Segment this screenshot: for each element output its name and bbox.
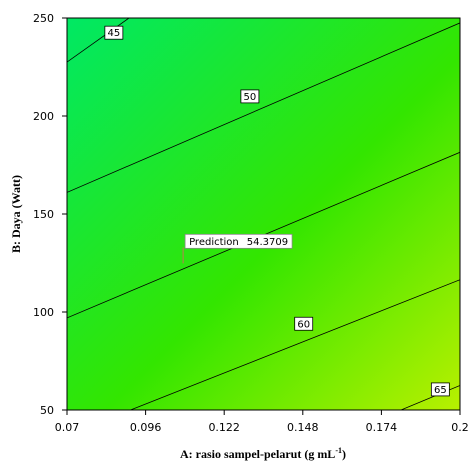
- contour-line-60: [130, 279, 460, 410]
- contour-label-box: [240, 89, 260, 104]
- x-axis-ticks: 0.07 0.096 0.122 0.148 0.174 0.2: [55, 410, 469, 434]
- x-tick-label: 0.122: [208, 421, 240, 434]
- contour-labels: 45 50 60 65: [104, 25, 450, 397]
- x-axis-title: A: rasio sampel-pelarut (g mL-1): [180, 446, 346, 461]
- contour-label-box: [430, 382, 450, 397]
- x-tick-label: 0.148: [287, 421, 319, 434]
- y-tick-label: 250: [33, 12, 54, 25]
- y-tick-label: 50: [40, 404, 54, 417]
- contour-label-65: 65: [434, 385, 447, 396]
- contour-label-50: 50: [244, 92, 257, 103]
- y-axis-title: B: Daya (Watt): [9, 175, 23, 253]
- y-tick-label: 100: [33, 306, 54, 319]
- x-tick-label: 0.174: [366, 421, 398, 434]
- contour-line-65: [400, 385, 460, 410]
- y-tick-label: 200: [33, 110, 54, 123]
- prediction-marker: Prediction 54.3709: [182, 233, 293, 264]
- contour-label-45: 45: [107, 28, 120, 39]
- prediction-label: Prediction: [189, 237, 239, 248]
- y-tick-label: 150: [33, 208, 54, 221]
- contour-label-box: [294, 316, 314, 331]
- x-tick-label: 0.2: [451, 421, 469, 434]
- contour-line-45: [67, 18, 130, 63]
- y-axis-ticks: 50 100 150 200 250: [33, 12, 67, 417]
- plot-area: [67, 18, 460, 410]
- x-tick-label: 0.07: [55, 421, 80, 434]
- prediction-box: [184, 233, 293, 249]
- contour-line-50: [67, 22, 460, 193]
- x-tick-label: 0.096: [130, 421, 162, 434]
- prediction-value: 54.3709: [247, 237, 288, 248]
- contour-label-60: 60: [297, 319, 310, 330]
- contour-label-box: [104, 25, 124, 40]
